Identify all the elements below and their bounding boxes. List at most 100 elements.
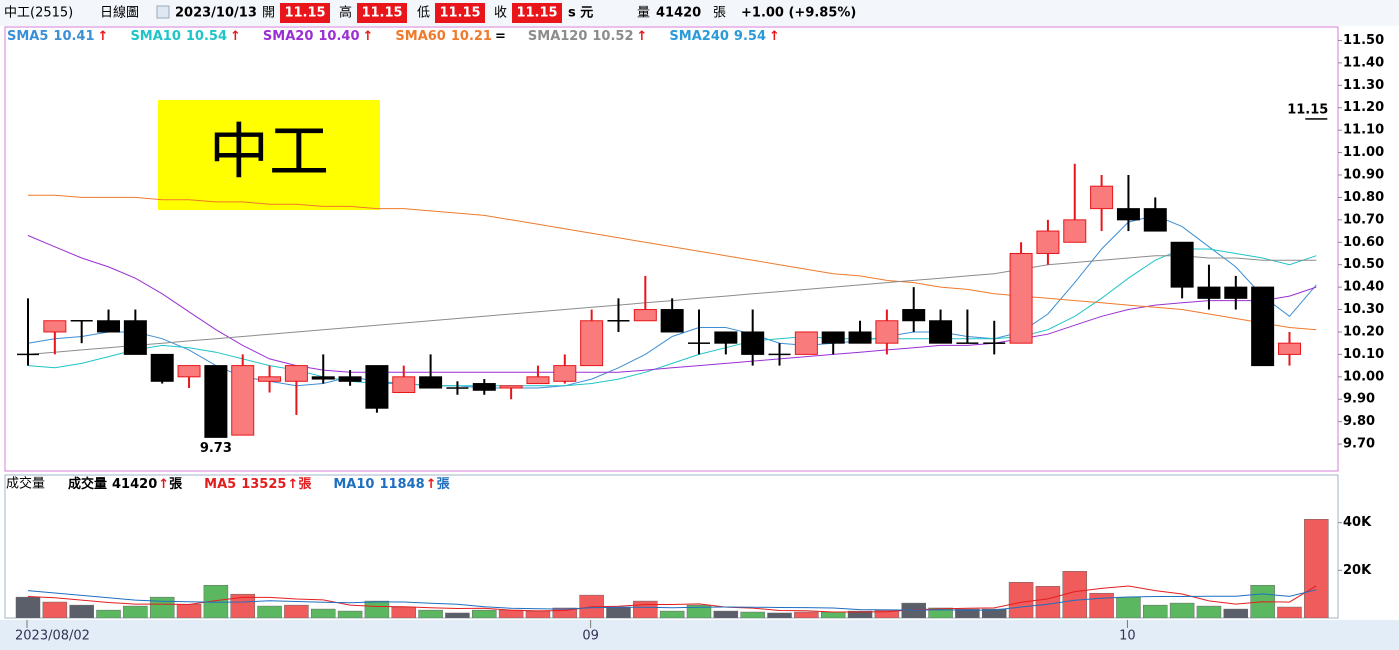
legend-unit: 張 (169, 477, 183, 492)
candle-body (43, 320, 67, 333)
volume-value: 41420 (656, 6, 701, 21)
y-tick-label: 11.40 (1343, 55, 1384, 70)
legend-trend: ↑ (637, 29, 648, 44)
legend-trend: ↑ (426, 477, 437, 492)
legend-trend: ↑ (769, 29, 780, 44)
volume-bar (149, 596, 175, 618)
low-box (435, 3, 485, 23)
volume-bar (928, 607, 953, 618)
candle-body (123, 320, 147, 355)
volume-bar (1223, 608, 1249, 618)
low-value: 11.15 (439, 6, 480, 21)
candle-body (17, 353, 39, 356)
stock-name: 中工(2515) (4, 6, 73, 21)
volume-bar (740, 611, 765, 618)
ma-line (28, 194, 1317, 331)
close-box (512, 3, 562, 23)
open-box (280, 3, 330, 23)
y-tick-label: 10.00 (1343, 369, 1384, 384)
candle-body (1197, 286, 1221, 299)
candle-body (446, 387, 469, 389)
volume-bar (445, 612, 470, 618)
candle-body (821, 331, 845, 344)
volume-bar (123, 605, 148, 618)
open-label: 開 (262, 6, 275, 21)
candle-body (633, 309, 657, 322)
volume-bar (498, 609, 524, 618)
legend-name: SMA5 (7, 29, 48, 44)
candle-body (150, 353, 174, 382)
legend-value: 10.21 (451, 29, 492, 44)
volume-bar (552, 607, 578, 618)
y-tick-label: 20K (1343, 563, 1372, 578)
volume-bar (1196, 605, 1222, 618)
y-tick-label: 9.80 (1343, 414, 1375, 429)
volume-bar (1277, 606, 1302, 618)
candle-body (1277, 342, 1301, 355)
close-label: 收 (494, 6, 507, 21)
legend-value: 10.40 (318, 29, 359, 44)
x-axis-bar (0, 620, 1399, 650)
y-tick-label: 10.30 (1343, 302, 1384, 317)
candle-body (365, 365, 389, 409)
volume-bar (96, 609, 121, 618)
annotation-box (158, 100, 380, 210)
period-dropdown[interactable] (156, 5, 170, 19)
candle-body (956, 342, 979, 344)
candle-body (1063, 219, 1087, 243)
candle-body (526, 376, 550, 385)
y-tick-label: 9.70 (1343, 437, 1375, 452)
legend-value: 13525 (241, 477, 286, 492)
candle-body (607, 320, 630, 322)
candle-body (902, 309, 926, 322)
candle-body (1090, 185, 1114, 210)
candle-body (688, 342, 710, 344)
candle-body (204, 365, 228, 438)
candle-body (419, 376, 443, 389)
y-tick-label: 10.10 (1343, 347, 1384, 362)
legend-name: SMA10 (130, 29, 180, 44)
volume-legend: 成交量 41420↑張 MA5 13525↑張 MA10 11848↑張 (68, 476, 451, 492)
x-tick-label: 09 (582, 629, 599, 644)
volume-bar (42, 601, 68, 618)
volume-bar (418, 609, 443, 618)
volume-bar (15, 596, 41, 618)
legend-value: 10.41 (53, 29, 94, 44)
currency: s 元 (568, 6, 593, 21)
volume-bar (1089, 592, 1114, 618)
change: +1.00 (+9.85%) (741, 6, 856, 21)
candle-body (499, 385, 523, 389)
header-bar (0, 0, 1399, 26)
legend-trend: ↑ (363, 29, 374, 44)
candle-body (1036, 230, 1060, 254)
candle-body (338, 376, 362, 382)
candle-body (1143, 208, 1167, 232)
volume-bar (257, 605, 282, 618)
volume-bar (176, 603, 202, 618)
candle-body (1224, 286, 1248, 299)
y-tick-label: 10.80 (1343, 190, 1384, 205)
y-tick-label: 11.50 (1343, 33, 1384, 48)
y-tick-label: 11.30 (1343, 78, 1384, 93)
y-tick-label: 11.20 (1343, 100, 1384, 115)
legend-name: SMA240 (669, 29, 729, 44)
candle-body (97, 320, 121, 333)
high-label: 11.15 (1287, 102, 1328, 117)
candle-body (929, 320, 953, 344)
open-value: 11.15 (284, 6, 325, 21)
candle-body (875, 320, 899, 344)
candle-body (472, 383, 496, 391)
legend-value: 41420 (112, 477, 157, 492)
annotation: 中工 (209, 118, 329, 188)
y-tick-label: 11.00 (1343, 145, 1384, 160)
volume-bar (310, 608, 336, 618)
volume-bar (1116, 596, 1141, 618)
volume-bar (1008, 582, 1034, 618)
candle-body (553, 365, 577, 382)
volume-bar (820, 611, 846, 618)
legend-name: MA10 (333, 477, 374, 492)
legend-name: MA5 (204, 477, 236, 492)
volume-bar (1143, 604, 1168, 618)
y-tick-label: 9.90 (1343, 392, 1375, 407)
